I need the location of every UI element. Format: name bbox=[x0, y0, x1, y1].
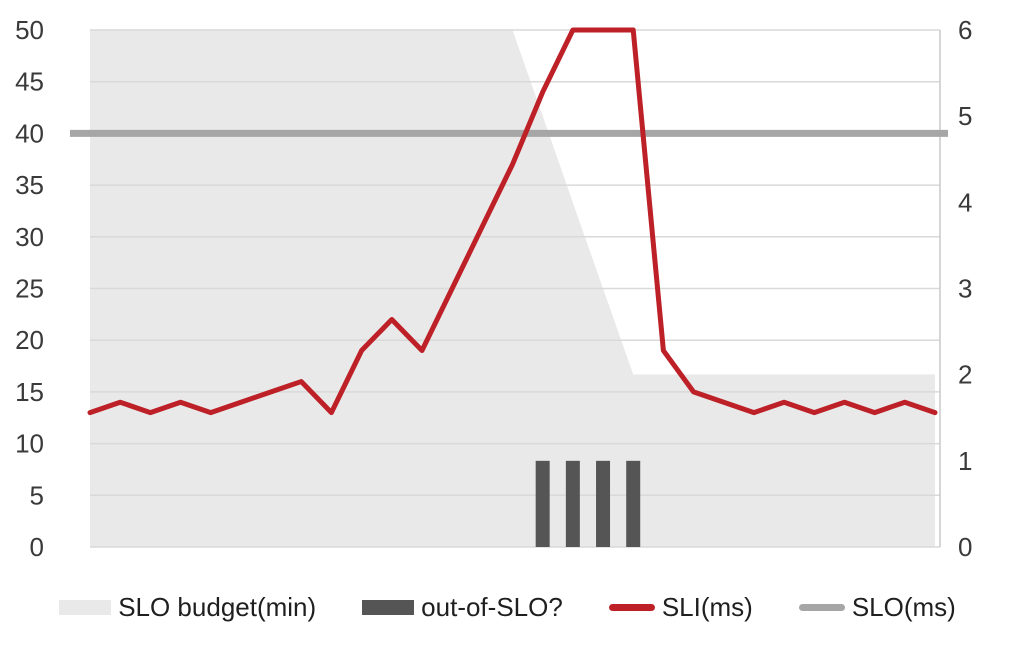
legend-swatch-sli-line bbox=[608, 603, 655, 611]
right-axis-tick-label: 1 bbox=[958, 446, 972, 476]
legend-item-slo-budget: SLO budget(min) bbox=[59, 592, 316, 623]
out-of-slo-bar bbox=[565, 460, 580, 547]
legend-label-slo-budget: SLO budget(min) bbox=[118, 591, 317, 622]
left-axis-tick-label: 25 bbox=[15, 274, 44, 304]
left-axis-tick-label: 15 bbox=[15, 377, 44, 407]
left-axis-tick-label: 35 bbox=[15, 170, 44, 200]
legend-label-sli: SLI(ms) bbox=[661, 591, 753, 622]
left-axis-tick-label: 10 bbox=[15, 429, 44, 459]
legend-swatch-slo-budget-area bbox=[59, 599, 112, 615]
left-axis-tick-label: 50 bbox=[15, 15, 44, 45]
right-axis-tick-label: 4 bbox=[958, 187, 972, 217]
legend-swatch-slo-line bbox=[798, 603, 845, 611]
out-of-slo-bar bbox=[626, 460, 641, 547]
legend-item-sli: SLI(ms) bbox=[608, 591, 753, 623]
right-axis-tick-label: 6 bbox=[958, 15, 972, 45]
left-axis-tick-label: 30 bbox=[15, 222, 44, 252]
right-axis-tick-label: 2 bbox=[958, 360, 972, 390]
left-axis-tick-label: 0 bbox=[30, 532, 44, 562]
left-axis-tick-label: 40 bbox=[15, 118, 44, 148]
right-axis-tick-label: 5 bbox=[958, 101, 972, 131]
right-axis-tick-label: 3 bbox=[958, 274, 972, 304]
out-of-slo-bar bbox=[535, 460, 550, 547]
left-axis-tick-label: 45 bbox=[15, 67, 44, 97]
legend-item-out-of-slo: out-of-SLO? bbox=[362, 592, 563, 623]
legend-label-out-of-slo: out-of-SLO? bbox=[421, 591, 563, 622]
legend-item-slo-threshold: SLO(ms) bbox=[798, 591, 956, 623]
out-of-slo-bar bbox=[596, 460, 611, 547]
chart-legend: SLO budget(min) out-of-SLO? SLI(ms) SLO(… bbox=[0, 586, 1015, 628]
left-axis-tick-label: 5 bbox=[30, 480, 44, 510]
legend-label-slo-threshold: SLO(ms) bbox=[851, 591, 956, 622]
left-axis-tick-label: 20 bbox=[15, 325, 44, 355]
legend-swatch-out-of-slo-bar bbox=[362, 599, 415, 615]
sli-line bbox=[87, 27, 938, 416]
right-axis-tick-label: 0 bbox=[958, 532, 972, 562]
